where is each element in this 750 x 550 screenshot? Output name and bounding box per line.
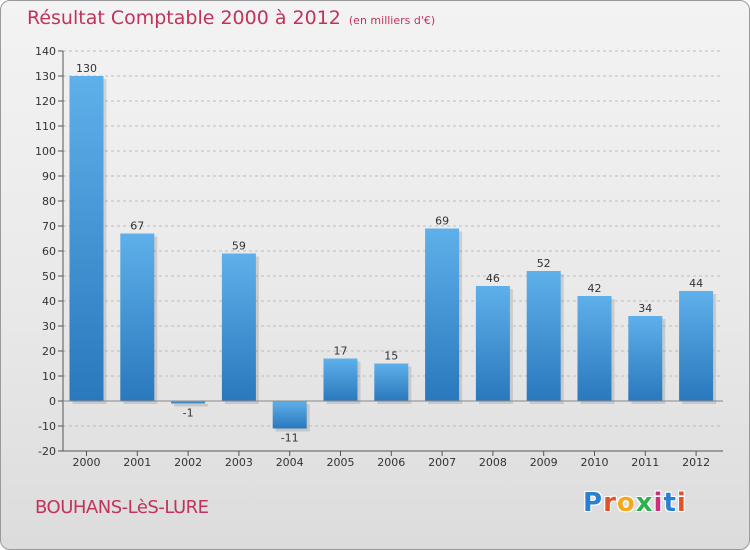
bar-value-label: 130: [76, 62, 97, 75]
y-tick-label: 110: [35, 120, 56, 133]
x-tick-label: 2008: [479, 456, 507, 469]
x-tick-label: 2003: [225, 456, 253, 469]
bar-value-label: -11: [281, 432, 299, 445]
bar-value-label: 67: [130, 220, 144, 233]
y-tick-label: 0: [49, 395, 56, 408]
bar: [323, 358, 358, 401]
y-tick-label: 90: [42, 170, 56, 183]
y-tick-label: 60: [42, 245, 56, 258]
x-tick-label: 2010: [581, 456, 609, 469]
bar-value-label: 52: [537, 257, 551, 270]
bar: [526, 271, 561, 401]
x-tick-label: 2009: [530, 456, 558, 469]
y-tick-label: 10: [42, 370, 56, 383]
bar: [171, 401, 206, 404]
y-tick-label: 80: [42, 195, 56, 208]
logo-letter: t: [663, 488, 677, 518]
logo-letter: r: [603, 488, 617, 518]
chart-subtitle: (en milliers d'€): [348, 14, 436, 27]
logo-letter: i: [653, 488, 664, 518]
bar-value-label: 69: [435, 215, 449, 228]
logo-letter: i: [676, 488, 687, 518]
y-tick-label: 20: [42, 345, 56, 358]
x-tick-label: 2011: [631, 456, 659, 469]
y-tick-label: 70: [42, 220, 56, 233]
x-tick-label: 2000: [73, 456, 101, 469]
bar-value-label: 42: [588, 282, 602, 295]
y-tick-label: -20: [38, 445, 56, 458]
y-tick-label: 120: [35, 95, 56, 108]
bars: [69, 76, 717, 432]
bar: [577, 296, 612, 401]
y-tick-label: -10: [38, 420, 56, 433]
x-tick-label: 2006: [377, 456, 405, 469]
y-tick-label: 40: [42, 295, 56, 308]
x-tick-label: 2002: [174, 456, 202, 469]
logo-letter: x: [635, 488, 654, 518]
bar: [475, 286, 510, 401]
x-tick-label: 2005: [327, 456, 355, 469]
logo-letter: P: [583, 488, 604, 518]
bar-value-label: 59: [232, 240, 246, 253]
proxiti-logo: Proxiti: [583, 488, 687, 518]
bar: [374, 363, 409, 401]
bar: [69, 76, 104, 401]
x-tick-label: 2004: [276, 456, 304, 469]
x-tick-label: 2007: [428, 456, 456, 469]
chart-title-text: Résultat Comptable 2000 à 2012: [27, 7, 341, 29]
bar-value-label: 34: [638, 302, 652, 315]
y-tick-label: 30: [42, 320, 56, 333]
chart-title: Résultat Comptable 2000 à 2012 (en millie…: [27, 7, 435, 29]
bar-value-label: 44: [689, 277, 703, 290]
bar-value-label: 17: [334, 345, 348, 358]
labels: -20 -10 0 10 20 30 40 50 60 70 80 90 100 110 120 130 140…: [35, 45, 710, 469]
y-tick-label: 100: [35, 145, 56, 158]
bar-value-label: 46: [486, 272, 500, 285]
bar-shadow: [174, 404, 209, 407]
y-tick-label: 130: [35, 70, 56, 83]
bar: [272, 401, 307, 429]
y-tick-label: 140: [35, 45, 56, 58]
bar: [679, 291, 714, 401]
bar: [120, 233, 155, 401]
bar: [425, 228, 460, 401]
bar-value-label: 15: [384, 350, 398, 363]
x-tick-label: 2012: [682, 456, 710, 469]
bar: [628, 316, 663, 401]
logo-letter: o: [616, 488, 636, 518]
axes: [58, 50, 723, 456]
y-tick-label: 50: [42, 270, 56, 283]
x-tick-label: 2001: [123, 456, 151, 469]
city-name: BOUHANS-LèS-LURE: [35, 497, 209, 518]
bar: [221, 253, 256, 401]
bar-value-label: -1: [183, 407, 194, 420]
